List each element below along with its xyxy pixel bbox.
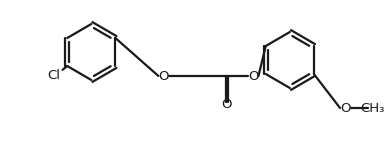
Text: O: O <box>159 69 169 83</box>
Text: O: O <box>221 98 231 112</box>
Text: CH₃: CH₃ <box>360 102 384 114</box>
Text: O: O <box>340 102 351 114</box>
Text: Cl: Cl <box>47 69 60 82</box>
Text: O: O <box>248 69 259 83</box>
